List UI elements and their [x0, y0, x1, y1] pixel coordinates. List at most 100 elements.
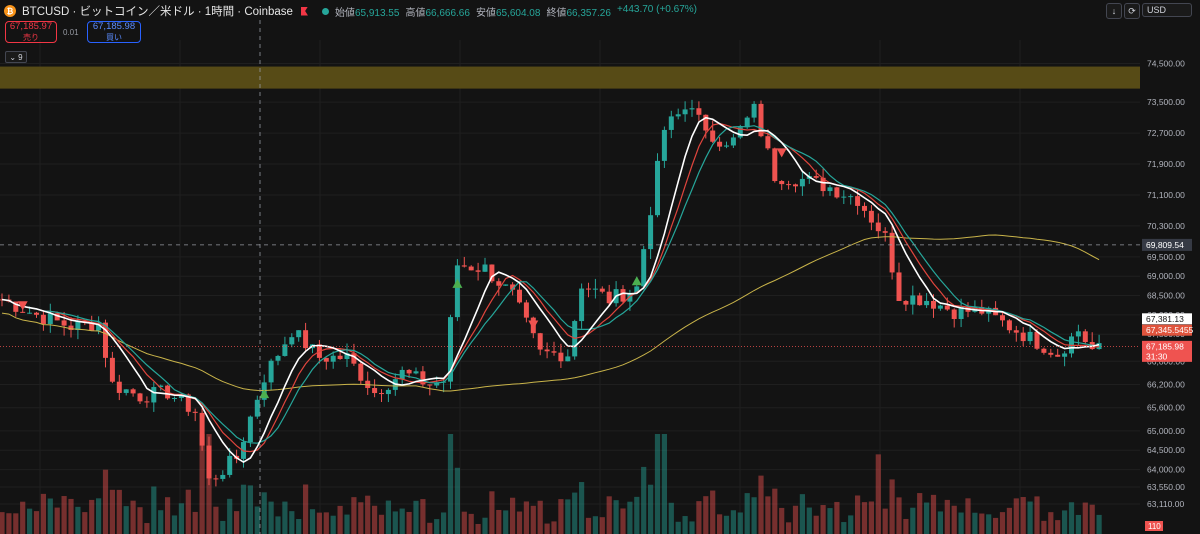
candle	[151, 387, 157, 403]
candle	[724, 145, 729, 147]
volume-bar	[158, 510, 164, 534]
candle	[461, 265, 467, 267]
volume-bar	[82, 512, 88, 534]
candle	[599, 288, 605, 292]
candle	[648, 215, 654, 250]
volume-bar	[675, 521, 681, 534]
candle	[675, 114, 681, 117]
volume-bar	[592, 516, 598, 534]
candle	[558, 352, 564, 362]
candle	[130, 389, 136, 394]
currency-select[interactable]: USD	[1142, 3, 1192, 17]
volume-bar	[399, 508, 405, 534]
volume-bar	[1020, 497, 1026, 534]
candle	[510, 284, 516, 290]
candle	[551, 351, 557, 353]
buy-signal-icon	[631, 276, 642, 286]
candle	[862, 205, 867, 211]
candle	[323, 357, 329, 362]
candle	[696, 108, 702, 115]
volume-bar	[227, 498, 233, 534]
volume-bar	[254, 506, 260, 534]
candle	[1062, 353, 1068, 357]
volume-bar	[482, 517, 488, 534]
volume-bar	[779, 507, 785, 534]
candle	[606, 291, 612, 304]
candle	[482, 264, 488, 272]
volume-bar	[723, 515, 730, 534]
candle	[192, 411, 198, 413]
y-tick-label: 74,500.00	[1147, 58, 1185, 68]
volume-bar	[268, 501, 274, 534]
volume-bar	[109, 489, 115, 534]
candle	[1006, 320, 1012, 331]
sell-signal-icon	[17, 301, 28, 311]
volume-bar	[924, 502, 930, 534]
candle	[54, 313, 60, 321]
candle	[799, 178, 805, 187]
sell-button[interactable]: 67,185.97 売り	[5, 21, 57, 43]
low-value: 65,604.08	[495, 7, 541, 19]
volume-bar	[917, 493, 923, 534]
volume-bar	[96, 498, 102, 534]
volume-bar	[951, 505, 957, 534]
candle	[820, 177, 826, 192]
y-tick-label: 64,000.00	[1147, 465, 1185, 475]
volume-bar	[841, 522, 847, 534]
indicators-toggle[interactable]: ⌄ 9	[5, 51, 27, 63]
volume-bar	[1089, 504, 1095, 534]
y-tick-label: 63,550.00	[1147, 482, 1185, 492]
candle	[27, 312, 33, 314]
spread-value: 0.01	[63, 28, 79, 37]
volume-bar	[427, 522, 433, 534]
volume-bar	[372, 505, 378, 534]
volume-bar	[744, 493, 750, 534]
candle	[579, 288, 585, 322]
volume-bar	[13, 513, 19, 534]
y-tick-label: 65,000.00	[1147, 426, 1185, 436]
candle	[496, 281, 502, 286]
volume-bar	[178, 503, 184, 534]
volume-bar	[999, 512, 1006, 534]
candle	[358, 363, 364, 381]
download-icon[interactable]: ↓	[1106, 3, 1122, 19]
candle	[172, 397, 177, 399]
volume-bar	[289, 511, 295, 534]
flag-icon[interactable]	[300, 6, 308, 16]
high-label: 高値	[405, 7, 426, 19]
candle	[344, 353, 350, 360]
y-tick-label: 63,110.00	[1147, 499, 1184, 509]
volume-bar	[958, 512, 964, 534]
volume-bar	[585, 517, 592, 534]
candle	[247, 416, 253, 443]
volume-bar	[54, 507, 60, 534]
price-badge-label: 67,345.5455	[1146, 325, 1194, 335]
volume-bar	[786, 522, 792, 534]
volume-bar	[447, 434, 454, 534]
volume-bar	[868, 501, 874, 534]
buy-button[interactable]: 67,185.98 買い	[87, 21, 141, 43]
candle	[123, 389, 129, 393]
price-badge-label: 67,381.13	[1146, 314, 1184, 324]
volume-bar	[413, 500, 419, 534]
refresh-icon[interactable]: ⟳	[1124, 3, 1140, 19]
ma-teal-line	[1, 125, 1100, 444]
candle	[75, 320, 81, 330]
volume-bar	[772, 488, 778, 534]
volume-bar	[0, 512, 5, 534]
volume-bar	[599, 517, 605, 534]
candle	[454, 265, 460, 318]
candle	[185, 394, 191, 412]
candle	[813, 176, 819, 178]
buy-signal-icon	[452, 278, 463, 288]
sell-signal-icon	[528, 320, 539, 330]
candle	[834, 187, 840, 198]
symbol-title[interactable]: BTCUSD · ビットコイン／米ドル · 1時間 · Coinbase	[22, 6, 293, 18]
volume-bar	[296, 518, 302, 534]
price-badge	[1142, 340, 1192, 352]
volume-bar	[199, 434, 205, 534]
volume-bar	[882, 508, 888, 534]
candle	[875, 222, 881, 232]
candle	[1082, 331, 1088, 343]
